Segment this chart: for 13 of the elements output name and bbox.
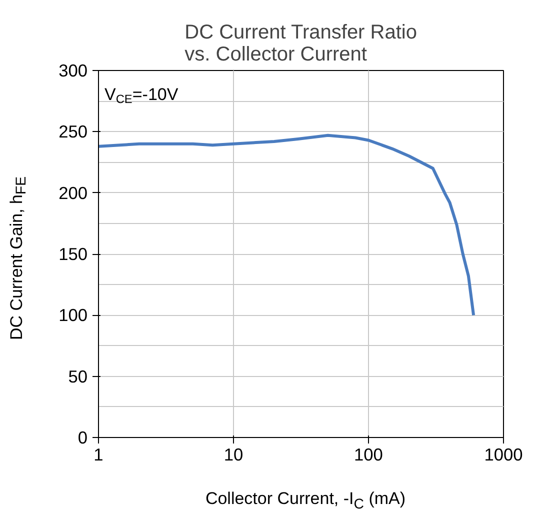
y-tick-label: 300 — [58, 60, 88, 80]
x-axis-title: Collector Current, -I$_{C}$ (mA) — [204, 488, 407, 514]
y-tick-label: 200 — [58, 182, 88, 203]
chart-title: DC Current Transfer Ratio vs. Collector Current — [184, 22, 417, 66]
y-tick-label: 250 — [58, 122, 88, 142]
y-tick-label: 100 — [58, 305, 88, 326]
y-tick-label: 150 — [58, 244, 88, 264]
x-tick-label: 1 — [94, 444, 104, 464]
x-tick-label: 10 — [224, 444, 244, 464]
x-tick-label: 1000 — [484, 444, 523, 464]
y-tick-label: 0 — [78, 428, 88, 448]
x-tick-label: 100 — [354, 444, 383, 464]
y-tick-label: 50 — [68, 366, 88, 386]
